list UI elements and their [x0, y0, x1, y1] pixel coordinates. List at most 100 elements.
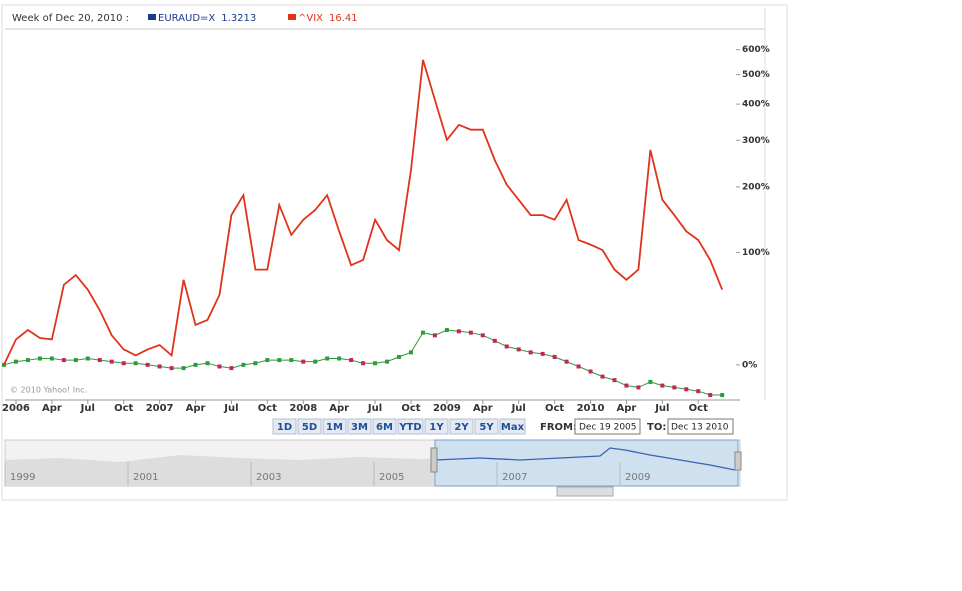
navigator-handle[interactable]	[734, 451, 742, 471]
x-tick-label: Jul	[654, 403, 669, 414]
range-button-label[interactable]: 3M	[351, 422, 368, 433]
y-tick-label: 600%	[742, 45, 770, 55]
candle	[468, 330, 473, 335]
candle	[540, 351, 545, 356]
candle	[313, 359, 318, 364]
candle	[516, 347, 521, 352]
x-tick-label: Apr	[42, 403, 62, 414]
x-tick-label: Apr	[617, 403, 637, 414]
legend-value: 1.3213	[221, 13, 256, 24]
navigator-year: 2003	[256, 472, 281, 483]
range-button-label[interactable]: 2Y	[454, 422, 469, 433]
candle	[408, 350, 413, 355]
navigator-year: 2001	[133, 472, 158, 483]
range-button-label[interactable]: 5Y	[479, 422, 494, 433]
from-value: Dec 19 2005	[579, 423, 637, 433]
candle	[696, 389, 701, 394]
range-button-label[interactable]: 1M	[326, 422, 343, 433]
x-tick-label: Apr	[473, 403, 493, 414]
candle	[636, 385, 641, 390]
candle	[504, 344, 509, 349]
x-tick-label: Oct	[401, 403, 420, 414]
navigator-line	[434, 447, 736, 471]
range-button[interactable]	[449, 418, 474, 435]
y-tick-label: 500%	[742, 70, 770, 80]
range-button-label[interactable]: 5D	[302, 422, 317, 433]
candle	[229, 366, 234, 371]
candle	[588, 369, 593, 374]
legend-value: 16.41	[329, 13, 358, 24]
candle	[121, 361, 126, 366]
header: Week of Dec 20, 2010 :	[12, 13, 129, 24]
candle	[672, 385, 677, 390]
navigator-history	[5, 455, 435, 486]
candle	[2, 362, 6, 367]
x-tick-label: Jul	[223, 403, 238, 414]
candle	[37, 356, 42, 361]
x-tick-label: Jul	[367, 403, 382, 414]
x-tick-label: 2010	[577, 403, 605, 414]
range-button[interactable]	[474, 418, 499, 435]
range-button[interactable]	[397, 418, 424, 435]
navigator-selection	[434, 439, 739, 487]
navigator-handle[interactable]	[430, 447, 438, 473]
candle	[325, 356, 330, 361]
to-label: TO:	[647, 422, 666, 433]
candle	[289, 358, 294, 363]
range-button[interactable]	[272, 418, 297, 435]
to-value: Dec 13 2010	[671, 423, 729, 433]
candle	[397, 354, 402, 359]
range-button-label[interactable]: YTD	[398, 422, 421, 433]
legend-swatch	[148, 14, 156, 20]
range-button[interactable]	[322, 418, 347, 435]
candle	[265, 358, 270, 363]
x-tick-label: Oct	[545, 403, 564, 414]
candle	[145, 362, 150, 367]
candle	[169, 366, 174, 371]
candle	[480, 333, 485, 338]
range-button-label[interactable]: 6M	[376, 422, 393, 433]
candle	[576, 364, 581, 369]
candle	[444, 327, 449, 332]
candle	[253, 361, 258, 366]
candle	[456, 329, 461, 334]
candle	[13, 359, 18, 364]
candle	[337, 356, 342, 361]
to-input[interactable]	[667, 418, 734, 435]
candle	[648, 379, 653, 384]
x-tick-label: Oct	[258, 403, 277, 414]
candle	[205, 361, 210, 366]
range-button-label[interactable]: 1D	[277, 422, 292, 433]
x-tick-label: 2006	[2, 403, 30, 414]
scrollbar[interactable]	[556, 486, 614, 497]
from-input[interactable]	[574, 418, 641, 435]
x-tick-label: 2008	[289, 403, 317, 414]
candle	[361, 361, 366, 366]
candle	[564, 359, 569, 364]
navigator-year: 1999	[10, 472, 35, 483]
candle	[373, 361, 378, 366]
legend-swatch	[288, 14, 296, 20]
navigator: 1999 2001 2003 2005 2007 2009	[4, 439, 742, 497]
y-tick-label: 0%	[742, 360, 757, 370]
copyright: © 2010 Yahoo! Inc.	[10, 386, 87, 395]
candle	[49, 356, 54, 361]
x-tick-label: 2009	[433, 403, 461, 414]
range-button[interactable]	[424, 418, 449, 435]
candle	[277, 358, 282, 363]
candle	[301, 359, 306, 364]
range-button[interactable]	[499, 418, 526, 435]
frame	[1, 4, 788, 501]
candle	[385, 359, 390, 364]
series-line	[3, 59, 724, 366]
x-tick-label: Apr	[186, 403, 206, 414]
range-button-label[interactable]: 1Y	[429, 422, 444, 433]
range-button-label[interactable]: Max	[501, 422, 525, 433]
range-button[interactable]	[297, 418, 322, 435]
y-tick-label: 200%	[742, 182, 770, 192]
candle	[528, 350, 533, 355]
range-button[interactable]	[372, 418, 397, 435]
range-button[interactable]	[347, 418, 372, 435]
navigator-year: 2007	[502, 472, 527, 483]
